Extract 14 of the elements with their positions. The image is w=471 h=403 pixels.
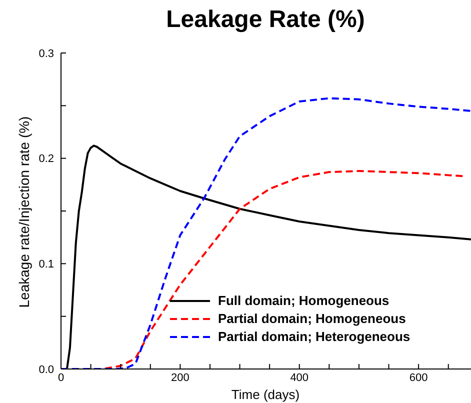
x-tick-label: 600 bbox=[409, 372, 428, 384]
x-axis-title: Time (days) bbox=[230, 387, 301, 402]
x-tick-label: 400 bbox=[290, 372, 309, 384]
legend-label: Full domain; Homogeneous bbox=[218, 292, 390, 310]
legend-label: Partial domain; Heterogeneous bbox=[218, 328, 410, 346]
x-tick-label: 200 bbox=[171, 372, 190, 384]
y-tick-label: 0.0 bbox=[38, 364, 54, 376]
y-tick-label: 0.2 bbox=[38, 153, 54, 166]
x-tick-label: 0 bbox=[58, 372, 64, 384]
legend-label: Partial domain; Homogeneous bbox=[218, 310, 406, 328]
chart-title: Leakage Rate (%) bbox=[165, 6, 366, 34]
y-axis-title: Leakage rate/Injection rate (%) bbox=[16, 116, 32, 308]
y-tick-label: 0.1 bbox=[38, 258, 54, 271]
y-tick-label: 0.3 bbox=[38, 48, 54, 60]
